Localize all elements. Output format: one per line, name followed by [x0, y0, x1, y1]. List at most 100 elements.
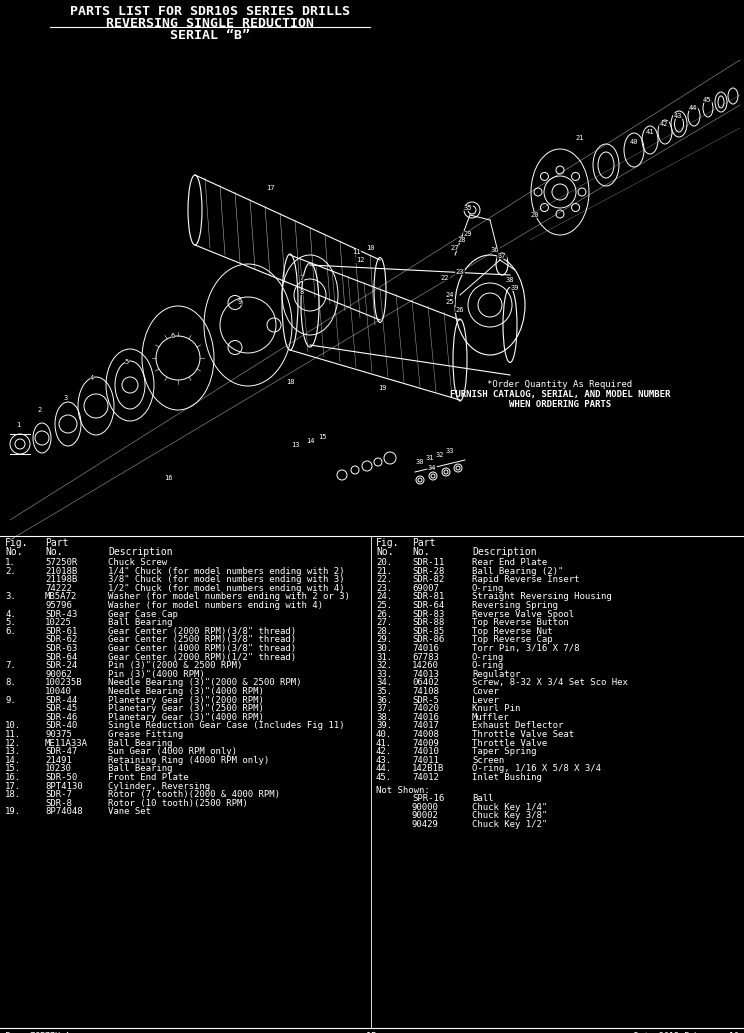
- Text: 40.: 40.: [376, 730, 392, 739]
- Text: 32: 32: [436, 452, 444, 458]
- Text: 14: 14: [306, 438, 314, 444]
- Text: Gear Center (2000 RPM)(1/2" thread): Gear Center (2000 RPM)(1/2" thread): [108, 653, 296, 661]
- Text: 16: 16: [164, 475, 173, 481]
- Text: 38: 38: [506, 277, 514, 283]
- Text: 19.: 19.: [5, 808, 21, 816]
- Text: 74011: 74011: [412, 756, 439, 764]
- Text: Fig.: Fig.: [376, 538, 400, 547]
- Text: 44.: 44.: [376, 764, 392, 774]
- Text: Chuck Screw: Chuck Screw: [108, 558, 167, 567]
- Text: 27.: 27.: [376, 618, 392, 627]
- Text: 42.: 42.: [376, 747, 392, 756]
- Text: 142B1B: 142B1B: [412, 764, 444, 774]
- Text: Chuck Key 1/4": Chuck Key 1/4": [472, 803, 548, 812]
- Text: 22.: 22.: [376, 575, 392, 585]
- Text: Washer (for model numbers ending with 2 or 3): Washer (for model numbers ending with 2 …: [108, 592, 350, 601]
- Text: 41.: 41.: [376, 739, 392, 748]
- Text: Ball Bearing (2)": Ball Bearing (2)": [472, 566, 563, 575]
- Text: Rotor (7 tooth)(2000 & 4000 RPM): Rotor (7 tooth)(2000 & 4000 RPM): [108, 790, 280, 800]
- Text: Part: Part: [412, 538, 435, 547]
- Text: 25.: 25.: [376, 601, 392, 611]
- Text: O-ring: O-ring: [472, 584, 504, 593]
- Text: 35.: 35.: [376, 687, 392, 696]
- Text: 21198B: 21198B: [45, 575, 77, 585]
- Text: Chuck Key 1/2": Chuck Key 1/2": [472, 820, 548, 829]
- Text: 90002: 90002: [412, 811, 439, 820]
- Text: 29.: 29.: [376, 635, 392, 645]
- Text: 26: 26: [456, 307, 464, 313]
- Text: 36.: 36.: [376, 695, 392, 705]
- Text: Ball Bearing: Ball Bearing: [108, 618, 173, 627]
- Text: Reversing Spring: Reversing Spring: [472, 601, 558, 611]
- Text: Straight Reversing Housing: Straight Reversing Housing: [472, 592, 612, 601]
- Text: Ball: Ball: [472, 794, 493, 804]
- Text: SDR-64: SDR-64: [45, 653, 77, 661]
- Text: 34.: 34.: [376, 679, 392, 687]
- Text: SERIAL “B”: SERIAL “B”: [170, 29, 250, 42]
- Text: REVERSING SINGLE REDUCTION: REVERSING SINGLE REDUCTION: [106, 17, 314, 30]
- Text: 74016: 74016: [412, 713, 439, 722]
- Text: 5: 5: [125, 359, 129, 365]
- Text: Inlet Bushing: Inlet Bushing: [472, 773, 542, 782]
- Text: 74222: 74222: [45, 584, 72, 593]
- Text: 9: 9: [238, 299, 242, 305]
- Text: Ball Bearing: Ball Bearing: [108, 739, 173, 748]
- Text: SDR-82: SDR-82: [412, 575, 444, 585]
- Text: 40: 40: [629, 139, 638, 145]
- Text: 21018B: 21018B: [45, 566, 77, 575]
- Text: 11: 11: [352, 249, 360, 255]
- Text: 42: 42: [660, 121, 668, 127]
- Text: Chuck Key 3/8": Chuck Key 3/8": [472, 811, 548, 820]
- Text: 18: 18: [286, 379, 294, 385]
- Text: Regulator: Regulator: [472, 669, 520, 679]
- Text: 21.: 21.: [376, 566, 392, 575]
- Text: FURNISH CATALOG, SERIAL, AND MODEL NUMBER: FURNISH CATALOG, SERIAL, AND MODEL NUMBE…: [450, 390, 670, 399]
- Text: 12.: 12.: [5, 739, 21, 748]
- Text: O-ring, 1/16 X 5/8 X 3/4: O-ring, 1/16 X 5/8 X 3/4: [472, 764, 601, 774]
- Text: Screen: Screen: [472, 756, 504, 764]
- Text: 28: 28: [458, 237, 466, 243]
- Text: Part: Part: [45, 538, 68, 547]
- Text: 23: 23: [456, 269, 464, 275]
- Text: Throttle Valve: Throttle Valve: [472, 739, 548, 748]
- Text: Grease Fitting: Grease Fitting: [108, 730, 183, 739]
- Text: SDR-44: SDR-44: [45, 695, 77, 705]
- Text: Vane Set: Vane Set: [108, 808, 151, 816]
- Text: 17.: 17.: [5, 782, 21, 790]
- Text: 43.: 43.: [376, 756, 392, 764]
- Text: 21491: 21491: [45, 756, 72, 764]
- Text: 74012: 74012: [412, 773, 439, 782]
- Text: 39: 39: [510, 285, 519, 291]
- Text: SDR-43: SDR-43: [45, 609, 77, 619]
- Text: O-ring: O-ring: [472, 661, 504, 670]
- Text: SDR-40: SDR-40: [45, 721, 77, 730]
- Text: 3.: 3.: [5, 592, 16, 601]
- Text: Knurl Pin: Knurl Pin: [472, 705, 520, 713]
- Text: 15.: 15.: [5, 764, 21, 774]
- Text: 32.: 32.: [376, 661, 392, 670]
- Text: Not Shown:: Not Shown:: [376, 786, 430, 794]
- Text: 90062: 90062: [45, 669, 72, 679]
- Text: Exhaust Deflector: Exhaust Deflector: [472, 721, 563, 730]
- Text: Front End Plate: Front End Plate: [108, 773, 189, 782]
- Text: 13.: 13.: [5, 747, 21, 756]
- Text: 7.: 7.: [5, 661, 16, 670]
- Text: SDR-81: SDR-81: [412, 592, 444, 601]
- Text: 2: 2: [38, 407, 42, 413]
- Text: 45.: 45.: [376, 773, 392, 782]
- Text: 74020: 74020: [412, 705, 439, 713]
- Text: 3/8" Chuck (for model numbers ending with 3): 3/8" Chuck (for model numbers ending wit…: [108, 575, 344, 585]
- Text: 8P74048: 8P74048: [45, 808, 83, 816]
- Text: Pin (3)"(2000 & 2500 RPM): Pin (3)"(2000 & 2500 RPM): [108, 661, 243, 670]
- Text: 57250R: 57250R: [45, 558, 77, 567]
- Text: Top Reverse Button: Top Reverse Button: [472, 618, 568, 627]
- Text: PARTS LIST FOR SDR10S SERIES DRILLS: PARTS LIST FOR SDR10S SERIES DRILLS: [70, 5, 350, 18]
- Text: 30: 30: [416, 459, 424, 465]
- Text: No.: No.: [376, 547, 394, 557]
- Text: 74008: 74008: [412, 730, 439, 739]
- Text: SDR-50: SDR-50: [45, 773, 77, 782]
- Text: *Order Quantity As Required: *Order Quantity As Required: [487, 380, 632, 389]
- Text: O-ring: O-ring: [472, 653, 504, 661]
- Text: 10.: 10.: [5, 721, 21, 730]
- Text: SDR-24: SDR-24: [45, 661, 77, 670]
